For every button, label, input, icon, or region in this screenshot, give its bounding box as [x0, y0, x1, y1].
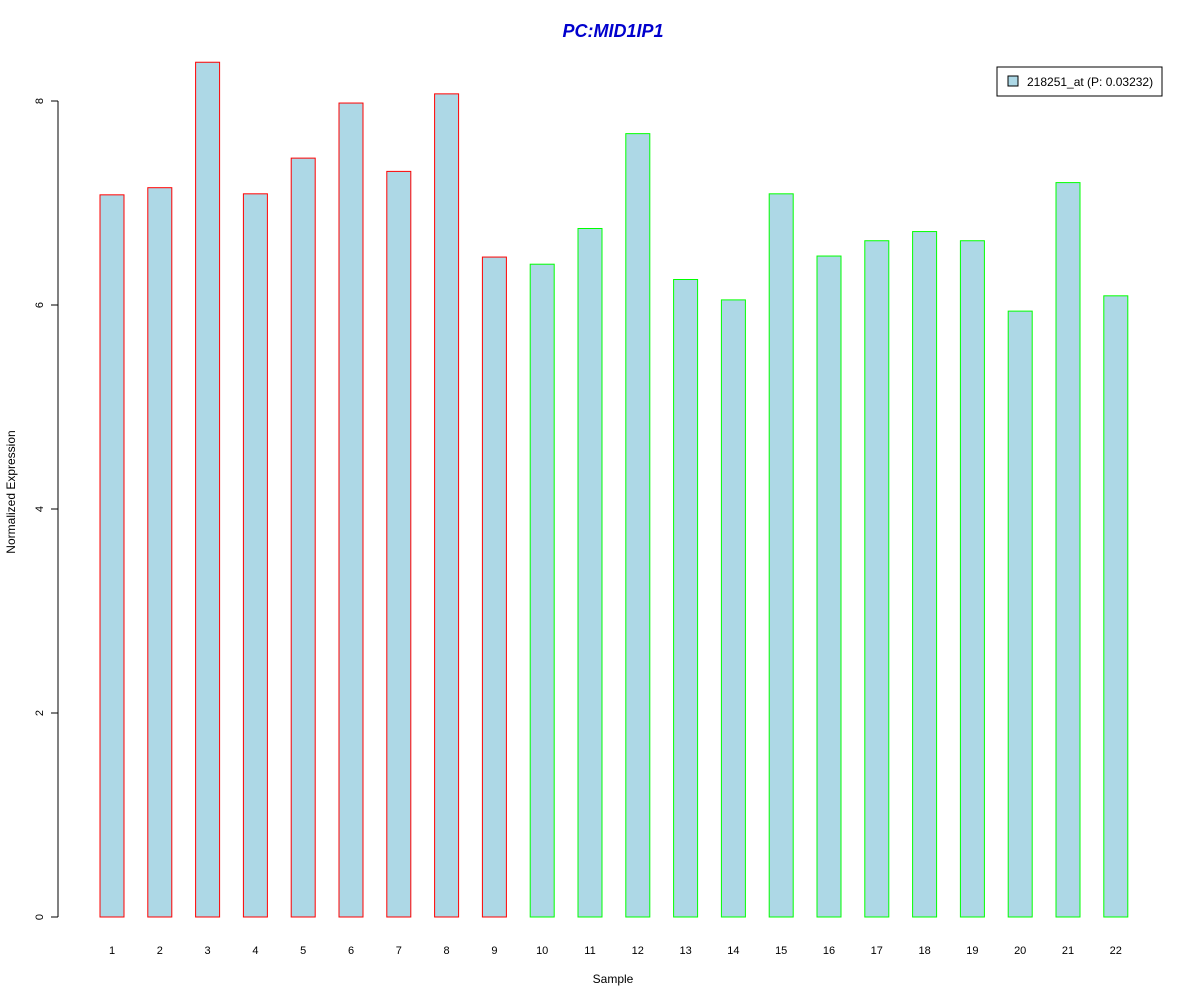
bar-sample-12: [625, 133, 651, 918]
chart-title: PC:MID1IP1: [562, 21, 663, 41]
legend: 218251_at (P: 0.03232): [996, 66, 1163, 97]
y-tick-label: 6: [34, 302, 46, 308]
legend-box: [996, 66, 1163, 97]
bar-sample-1: [99, 194, 125, 918]
x-tick-labels: 1 2 3 4 5 6 7 8 9 10 11 12 13 14 15 16 17 18 19 20 21 22: [109, 945, 1122, 957]
x-tick-label: 16: [823, 945, 835, 957]
y-tick-label: 8: [34, 98, 46, 104]
bar-sample-9: [481, 256, 507, 918]
bars: [99, 61, 1129, 918]
x-tick-label: 22: [1110, 945, 1122, 957]
x-tick-label: 19: [966, 945, 978, 957]
bar-sample-17: [864, 240, 890, 918]
bar-sample-8: [434, 93, 460, 918]
bar-sample-2: [147, 187, 173, 918]
x-tick-label: 14: [727, 945, 739, 957]
y-tick-label: 4: [34, 506, 46, 512]
x-tick-label: 21: [1062, 945, 1074, 957]
bar-sample-6: [338, 102, 364, 918]
x-tick-label: 20: [1014, 945, 1026, 957]
x-tick-label: 12: [632, 945, 644, 957]
bar-sample-7: [386, 170, 412, 918]
legend-swatch: [1007, 75, 1019, 87]
x-tick-label: 18: [918, 945, 930, 957]
bar-sample-11: [577, 228, 603, 918]
x-tick-label: 7: [396, 945, 402, 957]
bar-sample-5: [290, 157, 316, 918]
bar-sample-21: [1055, 182, 1081, 918]
x-tick-label: 2: [157, 945, 163, 957]
bar-sample-18: [912, 231, 938, 918]
x-tick-label: 17: [871, 945, 883, 957]
x-tick-label: 15: [775, 945, 787, 957]
bar-sample-4: [242, 193, 268, 918]
x-tick-label: 6: [348, 945, 354, 957]
x-tick-label: 10: [536, 945, 548, 957]
x-tick-label: 4: [252, 945, 258, 957]
x-tick-label: 1: [109, 945, 115, 957]
bar-sample-22: [1103, 295, 1129, 918]
bar-sample-14: [720, 299, 746, 918]
bar-sample-3: [195, 61, 221, 918]
x-tick-label: 13: [679, 945, 691, 957]
bar-sample-13: [673, 279, 699, 918]
y-axis-label: Normalized Expression: [4, 430, 18, 553]
y-tick-label: 0: [34, 914, 46, 920]
bar-sample-19: [959, 240, 985, 918]
legend-label: 218251_at (P: 0.03232): [1027, 75, 1153, 89]
bar-sample-15: [768, 193, 794, 918]
bar-sample-16: [816, 255, 842, 918]
y-axis: 0 2 4 6 8: [34, 98, 59, 920]
bar-sample-20: [1007, 310, 1033, 918]
x-tick-label: 11: [584, 945, 595, 957]
x-tick-label: 9: [491, 945, 497, 957]
bar-sample-10: [529, 263, 555, 918]
x-axis-label: Sample: [593, 972, 634, 986]
x-tick-label: 5: [300, 945, 306, 957]
y-tick-label: 2: [34, 710, 46, 716]
x-tick-label: 8: [444, 945, 450, 957]
x-tick-label: 3: [205, 945, 211, 957]
